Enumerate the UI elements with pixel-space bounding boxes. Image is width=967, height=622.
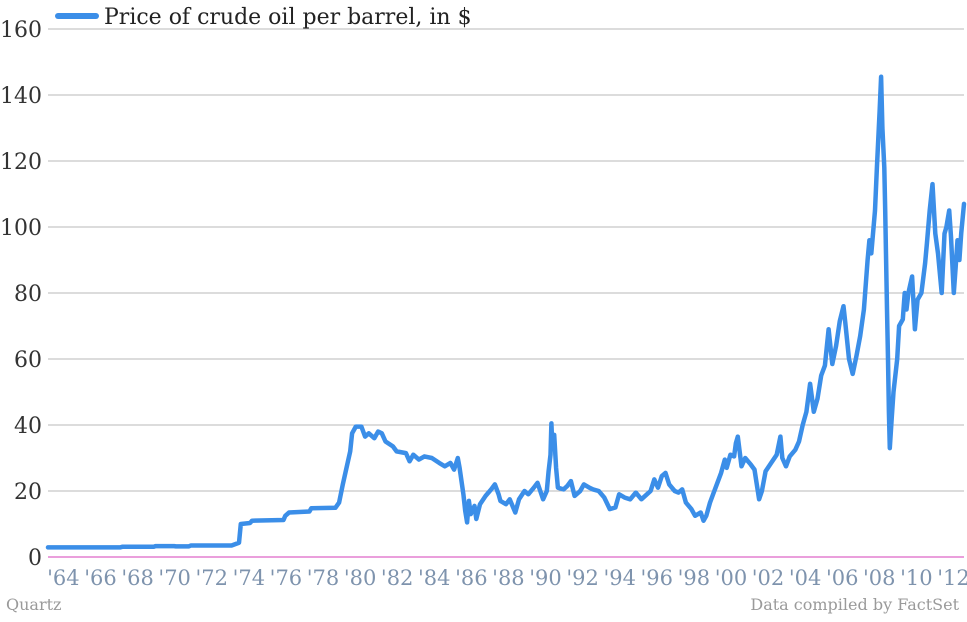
x-tick-label: '86 [455,566,488,590]
x-tick-label: '06 [826,566,859,590]
x-tick-label: '02 [752,566,785,590]
x-tick-label: '76 [270,566,303,590]
x-tick-label: '94 [603,566,636,590]
x-tick-label: '74 [233,566,266,590]
x-tick-label: '88 [492,566,525,590]
y-tick-label: 120 [0,150,42,175]
x-tick-label: '68 [121,566,154,590]
legend-label: Price of crude oil per barrel, in $ [104,5,472,30]
legend: Price of crude oil per barrel, in $ [55,5,472,30]
y-tick-label: 80 [14,282,42,307]
footer-source-right: Data compiled by FactSet [750,595,959,614]
series-layer [45,74,967,550]
x-tick-label: '70 [158,566,191,590]
x-tick-label: '64 [47,566,80,590]
x-tick-label: '82 [381,566,414,590]
x-tick-label: '98 [678,566,711,590]
x-tick-label: '78 [307,566,340,590]
x-tick-label: '10 [900,566,933,590]
x-tick-label: '80 [344,566,377,590]
x-tick-label: '08 [863,566,896,590]
x-axis: '64'66'68'70'72'74'76'78'80'82'84'86'88 '… [47,566,967,590]
y-tick-label: 40 [14,414,42,439]
x-tick-label: '00 [715,566,748,590]
x-tick-label: '90 [529,566,562,590]
series-line-crude-oil-price [45,74,967,550]
x-tick-label: '72 [196,566,229,590]
x-tick-label: '04 [789,566,822,590]
y-tick-label: 20 [14,480,42,505]
y-axis: 0 20 40 60 80 100 120 140 160 [0,18,42,571]
footer-source-left: Quartz [6,595,62,614]
y-tick-label: 140 [0,84,42,109]
x-tick-label: '84 [418,566,451,590]
y-tick-label: 60 [14,348,42,373]
x-tick-label: '12 [937,566,967,590]
y-tick-label: 100 [0,216,42,241]
x-tick-label: '66 [84,566,117,590]
gridlines [48,28,964,492]
x-tick-label: '92 [566,566,599,590]
y-tick-label: 0 [28,546,42,571]
x-tick-label: '96 [641,566,674,590]
y-tick-label: 160 [0,18,42,43]
